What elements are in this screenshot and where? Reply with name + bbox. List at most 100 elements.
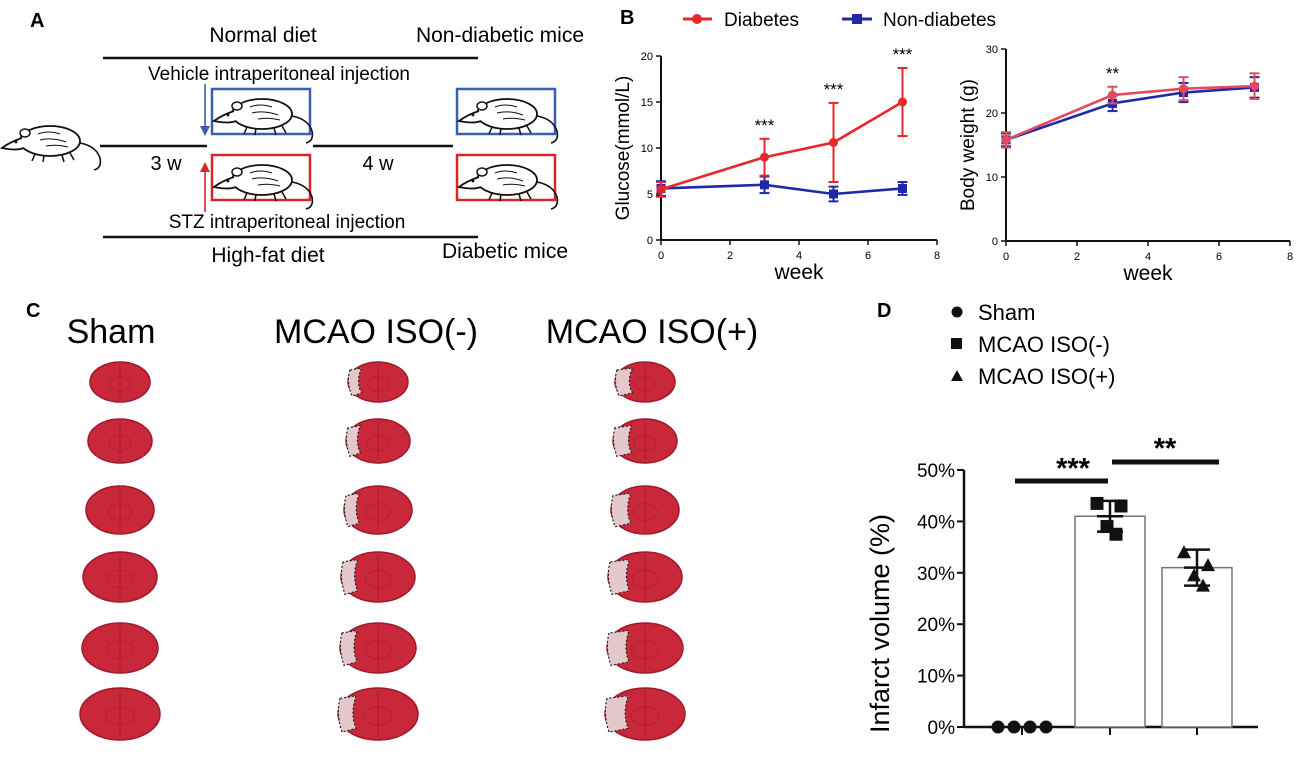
stz-mouse-box bbox=[210, 153, 312, 202]
series-line bbox=[1005, 84, 1255, 142]
data-point bbox=[898, 183, 907, 193]
data-point bbox=[1179, 84, 1188, 94]
data-point bbox=[1114, 499, 1128, 513]
series-line bbox=[660, 100, 904, 191]
x-tick-label: 2 bbox=[1074, 251, 1080, 263]
significance-label: ** bbox=[1106, 64, 1120, 83]
panel-c: C Sham MCAO ISO(-) MCAO ISO(+) bbox=[26, 300, 759, 741]
brain-slice-icon bbox=[604, 687, 686, 741]
mouse-icon bbox=[213, 98, 314, 144]
legend-non-diabetes-label: Non-diabetes bbox=[883, 10, 996, 31]
data-point bbox=[1187, 568, 1201, 582]
data-point bbox=[829, 137, 838, 147]
data-point bbox=[1177, 545, 1191, 559]
time-3w-label: 3 w bbox=[150, 153, 182, 175]
brain-slice-icon bbox=[79, 687, 161, 741]
data-point bbox=[1001, 135, 1011, 145]
data-point bbox=[1109, 527, 1123, 541]
x-axis-label: week bbox=[1122, 262, 1173, 285]
legend-diabetes-label: Diabetes bbox=[724, 10, 799, 31]
y-axis-label: Body weight (g) bbox=[958, 79, 979, 211]
brain-slices bbox=[79, 361, 686, 741]
brain-slice-icon bbox=[343, 485, 413, 535]
y-tick-label: 20% bbox=[917, 615, 955, 636]
panel-a: A Normal diet Non-diabetic mice Vehicle … bbox=[1, 10, 584, 267]
y-tick-label: 30 bbox=[986, 44, 998, 56]
panel-d: D Sham MCAO ISO(-) MCAO ISO(+) 0% 10% 20% 3… bbox=[865, 300, 1258, 739]
non-diabetic-mice-label: Non-diabetic mice bbox=[416, 24, 584, 47]
glucose-chart: 0 2 4 6 8 0 5 10 15 20 week Glucose(mmol/L) *** *** **… bbox=[613, 45, 940, 284]
brain-slice-icon bbox=[81, 622, 159, 674]
y-axis-label: Infarct volume (%) bbox=[865, 514, 895, 733]
data-point bbox=[1108, 90, 1117, 100]
column-mcao-iso-minus-label: MCAO ISO(-) bbox=[274, 313, 478, 351]
vehicle-arrowhead-icon bbox=[200, 126, 210, 136]
panel-c-label: C bbox=[26, 300, 40, 322]
data-point bbox=[1039, 720, 1053, 734]
brain-slice-icon bbox=[612, 418, 678, 464]
y-tick-label: 15 bbox=[641, 97, 653, 109]
brain-slice-icon bbox=[82, 551, 158, 603]
stz-arrowhead-icon bbox=[200, 162, 210, 172]
legend-d-iso-minus-label: MCAO ISO(-) bbox=[978, 332, 1110, 357]
y-tick-label: 50% bbox=[917, 461, 955, 482]
non-diabetic-mouse-box bbox=[455, 87, 557, 136]
data-point bbox=[1201, 558, 1215, 572]
series-line bbox=[660, 183, 903, 196]
y-tick-label: 20 bbox=[986, 108, 998, 120]
panel-d-label: D bbox=[877, 300, 891, 322]
bar-mcao-iso- bbox=[1074, 515, 1146, 728]
vehicle-mouse-box bbox=[210, 87, 312, 136]
legend-diabetes: Diabetes bbox=[683, 10, 799, 31]
significance-label: *** bbox=[755, 116, 775, 135]
data-point bbox=[760, 180, 769, 190]
y-tick-label: 20 bbox=[641, 51, 653, 63]
significance-label: *** bbox=[1056, 453, 1091, 485]
bar-mcao-iso- bbox=[1161, 566, 1233, 728]
data-point bbox=[1007, 720, 1021, 734]
data-point bbox=[1090, 496, 1104, 510]
brain-slice-icon bbox=[339, 622, 417, 674]
panel-b: B Diabetes Non-diabetes 0 2 4 6 805101520wee… bbox=[613, 7, 1293, 285]
circle-marker-icon bbox=[951, 306, 963, 318]
mouse-icon bbox=[213, 164, 314, 210]
high-fat-diet-label: High-fat diet bbox=[211, 244, 324, 267]
x-tick-label: 2 bbox=[727, 250, 733, 262]
brain-slice-icon bbox=[89, 361, 151, 403]
data-point bbox=[991, 720, 1005, 734]
x-tick-label: 0 bbox=[1003, 251, 1009, 263]
x-tick-label: 8 bbox=[934, 250, 940, 262]
data-point bbox=[829, 189, 838, 199]
series-diabetes bbox=[1001, 72, 1260, 149]
normal-diet-label: Normal diet bbox=[209, 24, 317, 47]
brain-slice-icon bbox=[606, 622, 684, 674]
diabetic-mice-label: Diabetic mice bbox=[442, 240, 568, 263]
stz-injection-label: STZ intraperitoneal injection bbox=[169, 212, 406, 233]
mouse-icon bbox=[458, 164, 559, 210]
x-axis-label: week bbox=[773, 261, 824, 284]
y-tick-label: 0% bbox=[928, 718, 956, 739]
significance-label: *** bbox=[824, 80, 844, 99]
x-tick-label: 0 bbox=[658, 250, 664, 262]
y-tick-label: 10% bbox=[917, 667, 955, 688]
series-line bbox=[1005, 86, 1255, 142]
data-point bbox=[898, 97, 907, 107]
data-point bbox=[1196, 578, 1210, 592]
x-tick-label: 6 bbox=[1216, 251, 1222, 263]
legend-d-sham: Sham bbox=[951, 300, 1035, 325]
y-tick-label: 30% bbox=[917, 564, 955, 585]
legend-d-sham-label: Sham bbox=[978, 300, 1035, 325]
data-point bbox=[656, 184, 666, 194]
legend-d-iso-minus: MCAO ISO(-) bbox=[951, 332, 1110, 357]
x-tick-label: 6 bbox=[865, 250, 871, 262]
brain-slice-icon bbox=[337, 687, 419, 741]
triangle-marker-icon bbox=[951, 370, 963, 381]
significance-label: *** bbox=[893, 45, 913, 64]
body-weight-chart: 0 2 4 6 8 0 10 20 30 week Body weight (g) ** bbox=[958, 44, 1293, 285]
column-mcao-iso-plus-label: MCAO ISO(+) bbox=[546, 313, 759, 351]
column-sham-label: Sham bbox=[67, 313, 156, 351]
brain-slice-icon bbox=[85, 485, 155, 535]
series-diabetes bbox=[656, 66, 908, 198]
y-tick-label: 40% bbox=[917, 512, 955, 533]
x-tick-label: 8 bbox=[1287, 251, 1293, 263]
